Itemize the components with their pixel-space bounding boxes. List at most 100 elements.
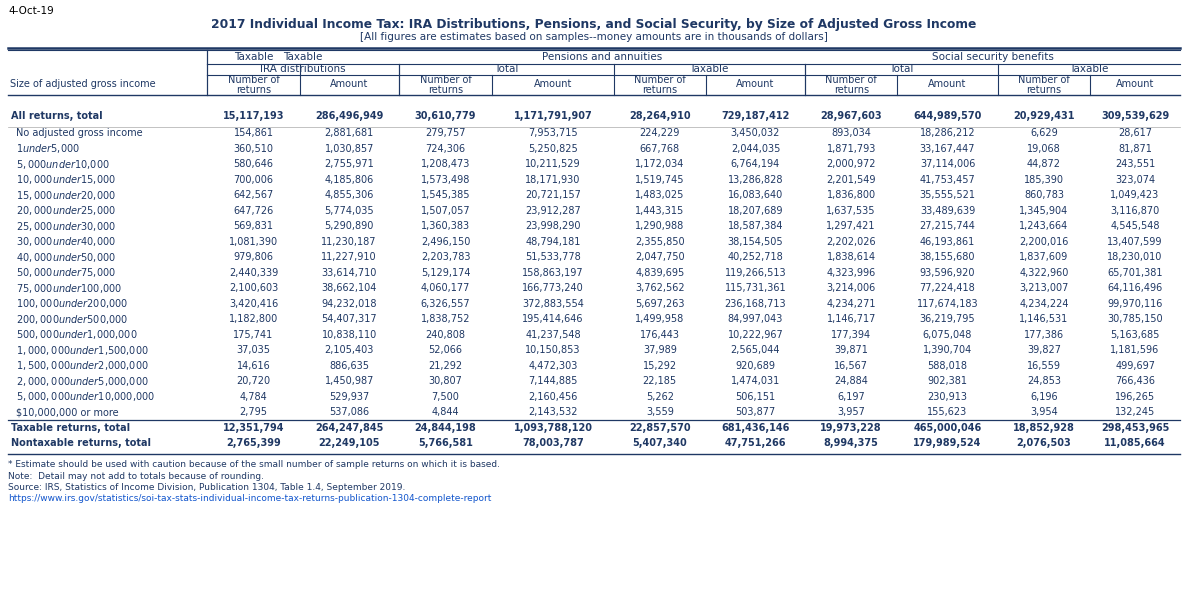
Text: 11,085,664: 11,085,664 [1105,438,1165,448]
Text: 18,230,010: 18,230,010 [1107,252,1163,263]
Text: 18,207,689: 18,207,689 [728,206,783,216]
Text: 1,519,745: 1,519,745 [636,175,684,185]
Text: 279,757: 279,757 [425,128,466,138]
Text: 84,997,043: 84,997,043 [728,315,783,324]
Text: 1,243,664: 1,243,664 [1019,221,1068,231]
Text: 2,105,403: 2,105,403 [324,345,374,355]
Text: 94,232,018: 94,232,018 [322,299,377,309]
Text: 3,116,870: 3,116,870 [1111,206,1159,216]
Text: 1,838,752: 1,838,752 [421,315,470,324]
Text: 18,171,930: 18,171,930 [525,175,581,185]
Text: Amount: Amount [1116,79,1155,89]
Text: $1 under $5,000: $1 under $5,000 [15,142,80,155]
Text: 21,292: 21,292 [429,361,462,371]
Text: 24,884: 24,884 [834,376,868,386]
Text: 224,229: 224,229 [639,128,680,138]
Text: 1,474,031: 1,474,031 [731,376,781,386]
Text: 176,443: 176,443 [640,329,680,340]
Text: 529,937: 529,937 [329,392,369,402]
Text: 4,844: 4,844 [431,407,460,417]
Text: 323,074: 323,074 [1116,175,1155,185]
Text: 1,181,596: 1,181,596 [1111,345,1159,355]
Text: 30,785,150: 30,785,150 [1107,315,1163,324]
Text: 41,237,548: 41,237,548 [525,329,581,340]
Text: 5,697,263: 5,697,263 [636,299,684,309]
Text: 177,386: 177,386 [1024,329,1064,340]
Text: 1,360,383: 1,360,383 [421,221,470,231]
Text: 3,762,562: 3,762,562 [634,283,684,293]
Text: 6,326,557: 6,326,557 [421,299,470,309]
Text: $10,000,000 or more: $10,000,000 or more [15,407,119,417]
Text: 1,081,390: 1,081,390 [229,237,278,247]
Text: 372,883,554: 372,883,554 [522,299,584,309]
Text: Nontaxable returns, total: Nontaxable returns, total [11,438,151,448]
Text: 4,322,960: 4,322,960 [1019,268,1068,277]
Text: 11,230,187: 11,230,187 [322,237,377,247]
Text: 2,143,532: 2,143,532 [529,407,577,417]
Text: $75,000 under $100,000: $75,000 under $100,000 [15,282,122,295]
Text: 6,075,048: 6,075,048 [923,329,972,340]
Text: 1,836,800: 1,836,800 [827,190,876,200]
Text: Source: IRS, Statistics of Income Division, Publication 1304, Table 1.4, Septemb: Source: IRS, Statistics of Income Divisi… [8,483,405,492]
Text: 1,093,788,120: 1,093,788,120 [513,423,593,433]
Text: 175,741: 175,741 [233,329,273,340]
Text: returns: returns [834,85,868,95]
Text: $25,000 under $30,000: $25,000 under $30,000 [15,219,116,233]
Text: 1,483,025: 1,483,025 [636,190,684,200]
Text: 1,871,793: 1,871,793 [827,144,876,154]
Text: $2,000,000 under $5,000,000: $2,000,000 under $5,000,000 [15,375,148,388]
Text: 30,807: 30,807 [429,376,462,386]
Text: 5,774,035: 5,774,035 [324,206,374,216]
Text: Number of: Number of [228,75,279,85]
Text: 15,117,193: 15,117,193 [222,111,284,121]
Text: Amount: Amount [533,79,573,89]
Text: 3,214,006: 3,214,006 [827,283,876,293]
Text: [All figures are estimates based on samples--money amounts are in thousands of d: [All figures are estimates based on samp… [360,32,828,42]
Text: 20,929,431: 20,929,431 [1013,111,1075,121]
Text: $10,000 under $15,000: $10,000 under $15,000 [15,173,116,186]
Text: 52,066: 52,066 [429,345,462,355]
Text: 132,245: 132,245 [1116,407,1155,417]
Text: 185,390: 185,390 [1024,175,1064,185]
Text: 4,545,548: 4,545,548 [1111,221,1159,231]
Text: $20,000 under $25,000: $20,000 under $25,000 [15,205,116,217]
Text: 30,610,779: 30,610,779 [415,111,476,121]
Text: 2,765,399: 2,765,399 [226,438,280,448]
Text: 1,345,904: 1,345,904 [1019,206,1068,216]
Text: 1,208,473: 1,208,473 [421,159,470,169]
Text: 51,533,778: 51,533,778 [525,252,581,263]
Text: 1,049,423: 1,049,423 [1111,190,1159,200]
Text: $40,000 under $50,000: $40,000 under $50,000 [15,251,116,264]
Text: $30,000 under $40,000: $30,000 under $40,000 [15,235,116,248]
Text: 117,674,183: 117,674,183 [917,299,979,309]
Text: returns: returns [643,85,677,95]
Text: 64,116,496: 64,116,496 [1107,283,1163,293]
Text: 41,753,457: 41,753,457 [920,175,975,185]
Text: 22,857,570: 22,857,570 [628,423,690,433]
Text: $5,000,000 under $10,000,000: $5,000,000 under $10,000,000 [15,390,156,403]
Text: 1,146,717: 1,146,717 [827,315,876,324]
Text: 93,596,920: 93,596,920 [920,268,975,277]
Text: 1,507,057: 1,507,057 [421,206,470,216]
Text: 38,662,104: 38,662,104 [322,283,377,293]
Text: 1,030,857: 1,030,857 [324,144,374,154]
Text: 5,129,174: 5,129,174 [421,268,470,277]
Text: 177,394: 177,394 [832,329,871,340]
Text: Note:  Detail may not add to totals because of rounding.: Note: Detail may not add to totals becau… [8,472,264,481]
Text: 902,381: 902,381 [928,376,967,386]
Text: 13,286,828: 13,286,828 [728,175,783,185]
Text: 5,262: 5,262 [646,392,674,402]
Text: 37,989: 37,989 [643,345,677,355]
Text: 681,436,146: 681,436,146 [721,423,790,433]
Text: 2,100,603: 2,100,603 [229,283,278,293]
Text: 7,144,885: 7,144,885 [529,376,577,386]
Text: 920,689: 920,689 [735,361,776,371]
Text: Size of adjusted gross income: Size of adjusted gross income [10,79,156,89]
Text: 2,440,339: 2,440,339 [229,268,278,277]
Text: 1,837,609: 1,837,609 [1019,252,1068,263]
Text: $100,000 under $200,000: $100,000 under $200,000 [15,297,128,310]
Text: $500,000 under $1,000,000: $500,000 under $1,000,000 [15,328,138,341]
Text: 20,721,157: 20,721,157 [525,190,581,200]
Text: 1,499,958: 1,499,958 [636,315,684,324]
Text: 2,044,035: 2,044,035 [731,144,781,154]
